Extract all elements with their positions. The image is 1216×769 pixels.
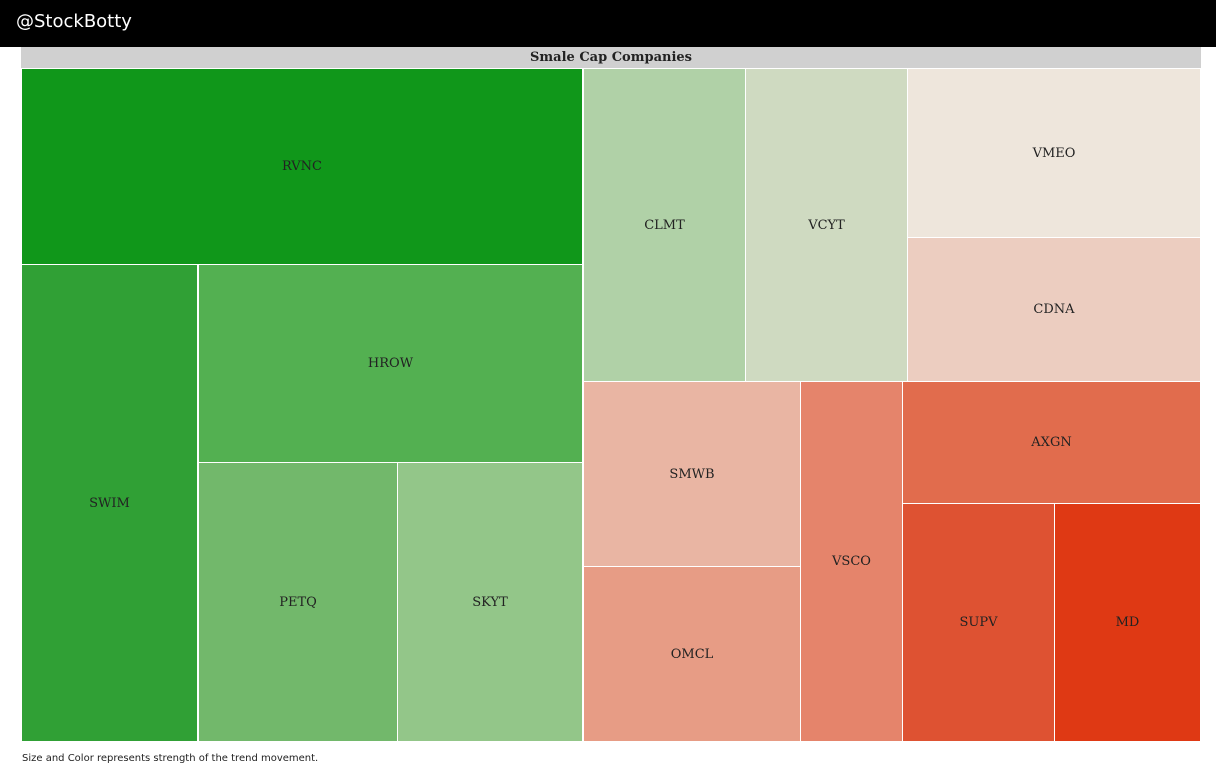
chart-title: Smale Cap Companies <box>21 47 1201 68</box>
top-bar: @StockBotty <box>0 0 1216 47</box>
tile-vmeo: VMEO <box>907 68 1201 238</box>
tile-label: MD <box>1115 615 1140 630</box>
tile-label: AXGN <box>1031 435 1072 450</box>
tile-supv: SUPV <box>902 503 1055 742</box>
tile-label: VSCO <box>832 554 871 569</box>
tile-hrow: HROW <box>198 264 583 463</box>
tile-label: CLMT <box>644 217 685 233</box>
footnote: Size and Color represents strength of th… <box>22 753 319 764</box>
tile-label: VMEO <box>1032 145 1076 161</box>
tile-vcyt: VCYT <box>745 68 908 382</box>
tile-md: MD <box>1054 503 1201 742</box>
tile-smwb: SMWB <box>583 381 801 567</box>
tile-label: PETQ <box>279 594 317 610</box>
tile-skyt: SKYT <box>397 462 583 742</box>
tile-label: RVNC <box>281 159 323 174</box>
tile-rvnc: RVNC <box>21 68 583 265</box>
tile-label: SKYT <box>472 594 508 610</box>
tile-axgn: AXGN <box>902 381 1201 504</box>
tile-cdna: CDNA <box>907 237 1201 382</box>
brand-handle: @StockBotty <box>16 11 132 32</box>
tile-swim: SWIM <box>21 264 198 742</box>
tile-vsco: VSCO <box>800 381 903 742</box>
tile-clmt: CLMT <box>583 68 746 382</box>
tile-omcl: OMCL <box>583 566 801 742</box>
tile-label: OMCL <box>670 646 714 662</box>
tile-label: HROW <box>367 356 414 371</box>
tile-label: SUPV <box>959 615 998 630</box>
tile-label: SWIM <box>89 495 130 511</box>
tile-petq: PETQ <box>198 462 398 742</box>
treemap: RVNC SWIM HROW PETQ SKYT CLMT VCYT VMEO CDNA SMWB… <box>21 68 1201 742</box>
tile-label: VCYT <box>808 217 845 233</box>
tile-label: SMWB <box>669 466 715 482</box>
tile-label: CDNA <box>1033 302 1075 317</box>
